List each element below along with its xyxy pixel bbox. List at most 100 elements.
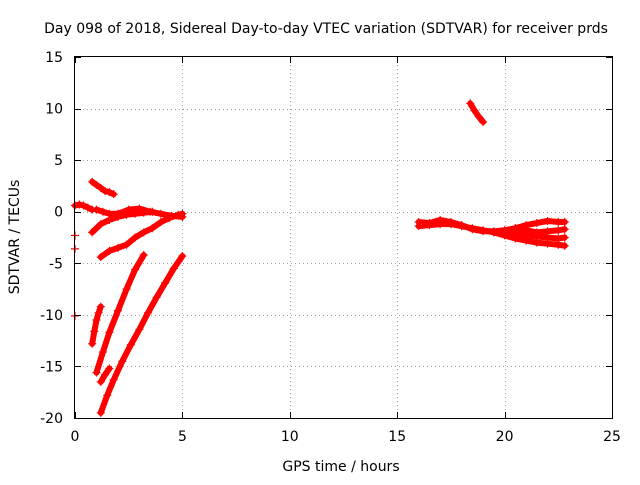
x-axis-label: GPS time / hours bbox=[282, 459, 399, 475]
data-point bbox=[169, 264, 178, 273]
y-axis-label: SDTVAR / TECUs bbox=[7, 180, 23, 295]
data-point bbox=[479, 227, 488, 236]
data-point bbox=[101, 187, 110, 196]
x-tick-label: 15 bbox=[388, 429, 406, 445]
grid-layer bbox=[75, 57, 612, 418]
data-point bbox=[446, 218, 455, 227]
data-point bbox=[174, 210, 183, 219]
data-point bbox=[560, 225, 569, 234]
series-trace bbox=[89, 303, 104, 347]
data-point bbox=[178, 209, 187, 218]
data-point bbox=[161, 278, 170, 287]
data-point bbox=[139, 228, 148, 237]
data-point bbox=[113, 243, 122, 252]
data-point bbox=[98, 207, 107, 216]
data-point bbox=[560, 233, 569, 242]
data-point bbox=[152, 293, 161, 302]
x-tick-label: 10 bbox=[281, 429, 299, 445]
data-point bbox=[105, 209, 114, 218]
data-point bbox=[560, 218, 569, 227]
data-point bbox=[98, 347, 107, 356]
y-tick-label: 0 bbox=[54, 205, 63, 221]
data-series bbox=[88, 177, 118, 199]
data-point bbox=[178, 252, 187, 261]
data-point bbox=[532, 238, 541, 247]
data-series bbox=[466, 99, 488, 126]
data-point bbox=[543, 227, 552, 236]
y-tick-label: -5 bbox=[49, 256, 63, 272]
data-point bbox=[146, 207, 155, 216]
data-point bbox=[113, 209, 122, 218]
data-point bbox=[156, 209, 165, 218]
data-series bbox=[88, 302, 105, 348]
data-point bbox=[554, 240, 563, 249]
data-series bbox=[92, 251, 148, 377]
data-point bbox=[79, 201, 88, 210]
data-point bbox=[468, 225, 477, 234]
data-point bbox=[88, 228, 97, 237]
y-tick-label: 10 bbox=[45, 102, 63, 118]
y-tick-label: -20 bbox=[40, 411, 63, 427]
plot-frame bbox=[74, 56, 613, 419]
data-point bbox=[105, 364, 114, 373]
data-point bbox=[144, 308, 153, 317]
data-point bbox=[96, 408, 105, 417]
data-point bbox=[135, 204, 144, 213]
data-point bbox=[560, 241, 569, 250]
series-trace bbox=[93, 252, 147, 376]
data-point bbox=[474, 112, 483, 121]
data-point bbox=[436, 215, 445, 224]
data-point bbox=[75, 200, 84, 209]
data-point bbox=[83, 203, 92, 212]
y-tick-label: 15 bbox=[45, 50, 63, 66]
data-point bbox=[88, 177, 97, 186]
data-point bbox=[511, 224, 520, 233]
series-trace bbox=[467, 100, 487, 125]
data-point bbox=[105, 328, 114, 337]
data-point bbox=[543, 216, 552, 225]
data-point bbox=[90, 327, 99, 336]
data-point bbox=[466, 99, 475, 108]
data-point bbox=[113, 306, 122, 315]
data-point bbox=[96, 302, 105, 311]
data-point bbox=[96, 220, 105, 229]
data-point bbox=[92, 316, 101, 325]
data-point bbox=[554, 226, 563, 235]
data-series bbox=[489, 228, 569, 250]
data-point bbox=[96, 253, 105, 262]
data-layer bbox=[71, 99, 569, 417]
data-point bbox=[139, 251, 148, 260]
data-point bbox=[414, 218, 423, 227]
data-point bbox=[522, 236, 531, 245]
series-trace bbox=[97, 253, 186, 416]
data-point bbox=[126, 340, 135, 349]
data-series bbox=[71, 200, 97, 214]
y-tick-label: -15 bbox=[40, 359, 63, 375]
data-point bbox=[425, 219, 434, 228]
data-point bbox=[543, 239, 552, 248]
data-point bbox=[131, 265, 140, 274]
series-trace bbox=[93, 205, 186, 220]
data-point bbox=[500, 231, 509, 240]
data-point bbox=[165, 213, 174, 222]
data-series bbox=[96, 364, 114, 386]
data-point bbox=[511, 234, 520, 243]
data-point bbox=[109, 190, 118, 199]
data-point bbox=[92, 205, 101, 214]
chart-title: Day 098 of 2018, Sidereal Day-to-day VTE… bbox=[44, 21, 608, 37]
data-point bbox=[135, 325, 144, 334]
data-point bbox=[105, 246, 114, 255]
data-series bbox=[511, 224, 569, 237]
data-point bbox=[94, 308, 103, 317]
data-point bbox=[457, 221, 466, 230]
data-point bbox=[131, 233, 140, 242]
y-tick-label: -10 bbox=[40, 308, 63, 324]
x-tick-label: 25 bbox=[603, 429, 621, 445]
data-point bbox=[109, 375, 118, 384]
data-point bbox=[88, 339, 97, 348]
data-point bbox=[105, 188, 114, 197]
data-point bbox=[470, 106, 479, 115]
data-series bbox=[96, 209, 187, 262]
